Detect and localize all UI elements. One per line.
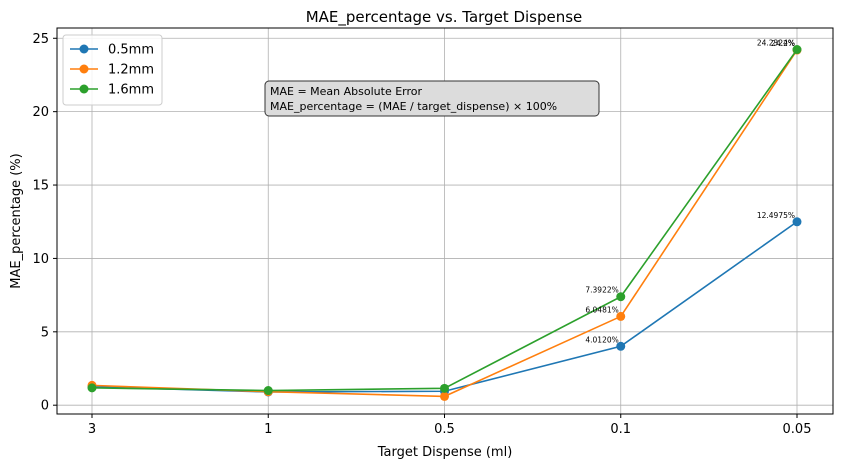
data-label: 4.0120% <box>585 335 618 344</box>
y-tick-label: 20 <box>32 105 49 120</box>
legend-swatch-marker <box>79 44 89 54</box>
annotation-background <box>264 80 600 117</box>
legend-swatch-marker <box>79 64 89 74</box>
y-tick-label: 10 <box>32 252 49 267</box>
data-point <box>616 341 626 351</box>
legend-label: 1.6mm <box>108 83 154 98</box>
y-tick-label: 5 <box>41 325 49 340</box>
series-layer <box>87 45 802 401</box>
x-tick-label: 0.05 <box>783 422 812 437</box>
data-label: 6.0481% <box>585 305 618 314</box>
data-point <box>87 383 97 393</box>
data-label: 12.4975% <box>757 211 795 220</box>
data-label: 24.2% <box>771 39 795 48</box>
legend-item: 1.6mm <box>70 83 154 98</box>
data-point <box>792 45 802 55</box>
y-tick-label: 25 <box>32 32 49 47</box>
x-tick-label: 1 <box>264 422 272 437</box>
legend-label: 1.2mm <box>108 63 154 78</box>
data-point <box>792 217 802 227</box>
data-point <box>440 383 449 393</box>
legend-item: 0.5mm <box>70 43 154 58</box>
data-label: 24.2324% <box>757 39 795 48</box>
x-tick-label: 0.5 <box>434 422 455 437</box>
annotation-box: MAE = Mean Absolute Error MAE_percentage… <box>264 80 600 117</box>
chart-title: MAE_percentage vs. Target Dispense <box>306 8 583 27</box>
point-labels: 4.0120% 12.4975% 6.0481% 24.2% 7.3922% 24.232… <box>585 39 795 345</box>
x-tick-label: 3 <box>88 422 96 437</box>
plot-frame <box>56 27 834 415</box>
x-tick-label: 0.1 <box>610 422 631 437</box>
data-point <box>263 386 273 396</box>
axis-ticks: 3 1 0.5 0.1 0.05 0 5 10 15 20 25 <box>32 32 811 437</box>
y-tick-label: 0 <box>41 399 49 414</box>
series-1-6mm <box>87 45 802 396</box>
y-axis-title: MAE_percentage (%) <box>9 153 24 288</box>
x-axis-title: Target Dispense (ml) <box>377 445 513 460</box>
legend-label: 0.5mm <box>108 43 154 58</box>
data-point <box>616 292 626 302</box>
data-point <box>616 311 626 321</box>
y-tick-label: 15 <box>32 179 49 194</box>
data-point <box>440 391 449 401</box>
annotation-line-1: MAE = Mean Absolute Error <box>270 85 423 98</box>
annotation-line-2: MAE_percentage = (MAE / target_dispense)… <box>270 100 557 113</box>
legend-item: 1.2mm <box>70 63 154 78</box>
legend-swatch-marker <box>79 84 89 94</box>
data-label: 7.3922% <box>585 286 618 295</box>
legend: 0.5mm 1.2mm 1.6mm <box>62 34 163 106</box>
